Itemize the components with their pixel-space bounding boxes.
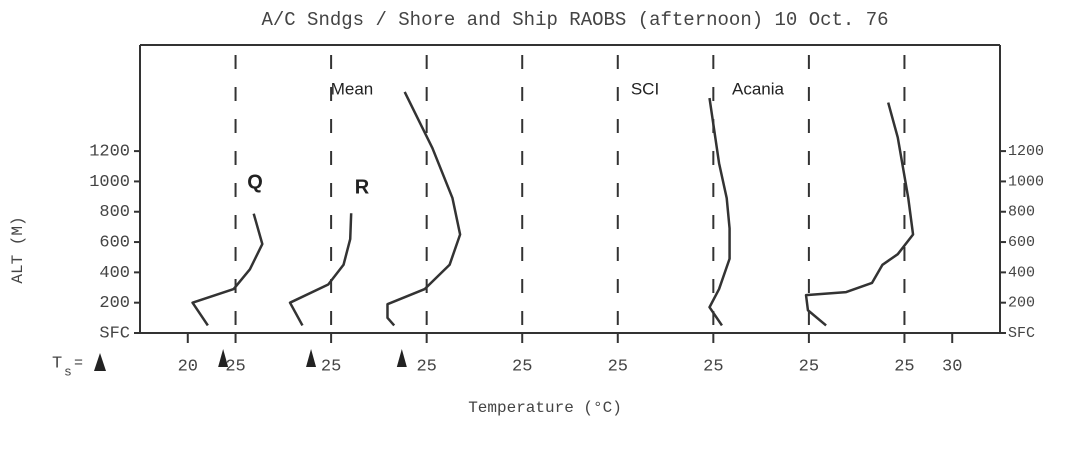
ts-label: T [52, 354, 62, 373]
ts-label-sub: s [64, 364, 72, 379]
series-label: SCI [631, 79, 659, 98]
y2-tick-label: 600 [1008, 234, 1035, 251]
ts-label-eq: = [74, 355, 83, 372]
y2-tick-label: 1000 [1008, 173, 1044, 190]
surface-temp-marker [306, 349, 317, 367]
series-label: Q [247, 171, 263, 193]
y-axis-label: ALT (M) [9, 216, 27, 283]
surface-temp-marker [396, 349, 407, 367]
series-label: Acania [732, 79, 785, 98]
x-tick-label: 25 [512, 357, 532, 376]
profile-line [386, 91, 462, 327]
y-tick-label: 200 [99, 294, 130, 313]
x-axis-label: Temperature (°C) [468, 399, 622, 417]
chart-title: A/C Sndgs / Shore and Ship RAOBS (aftern… [261, 9, 888, 31]
ts-arrow [94, 353, 106, 371]
x-tick-label: 25 [225, 357, 245, 376]
y-tick-label: 1000 [89, 173, 130, 192]
x-tick-label: 30 [942, 357, 962, 376]
x-tick-label: 25 [608, 357, 628, 376]
y2-tick-label: 200 [1008, 295, 1035, 312]
y-tick-label: 1200 [89, 143, 130, 162]
profile-line [288, 213, 353, 327]
series-label: Mean [331, 79, 374, 98]
y2-tick-label: SFC [1008, 325, 1035, 342]
x-tick-label: 25 [703, 357, 723, 376]
y2-tick-label: 1200 [1008, 143, 1044, 160]
profile-line [191, 213, 264, 327]
y2-tick-label: 400 [1008, 264, 1035, 281]
surface-temp-marker [218, 349, 229, 367]
x-tick-label: 25 [321, 357, 341, 376]
y-tick-label: SFC [99, 324, 130, 343]
x-tick-label: 25 [799, 357, 819, 376]
y-tick-label: 600 [99, 234, 130, 253]
y-tick-label: 800 [99, 203, 130, 222]
x-tick-label: 25 [416, 357, 436, 376]
x-tick-label: 20 [178, 357, 198, 376]
y2-tick-label: 800 [1008, 204, 1035, 221]
y-tick-label: 400 [99, 264, 130, 283]
x-tick-label: 25 [894, 357, 914, 376]
series-label: R [355, 176, 370, 198]
profile-line [708, 97, 731, 327]
profile-line [804, 102, 915, 327]
